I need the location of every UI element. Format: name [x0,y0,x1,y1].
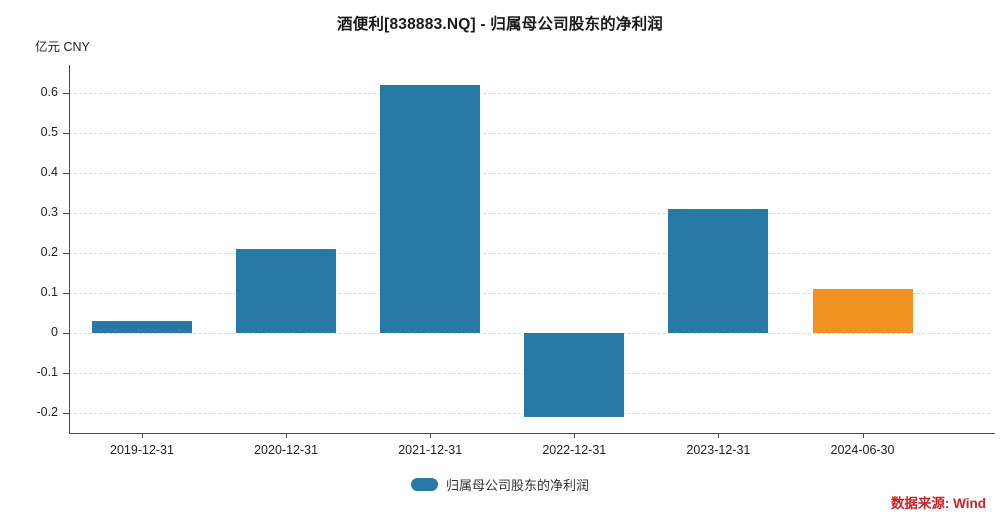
y-axis-tick [63,253,69,254]
y-axis-tick [63,173,69,174]
bar-2020-12-31 [236,249,337,333]
y-axis-tick [63,213,69,214]
x-tick-label: 2020-12-31 [254,443,319,457]
x-tick-label: 2023-12-31 [686,443,751,457]
x-axis-tick [718,433,720,438]
y-tick-label: 0.5 [40,125,58,139]
y-tick-label: 0.3 [40,205,58,219]
bar-2024-06-30 [812,289,913,333]
legend-label: 归属母公司股东的净利润 [445,478,589,493]
gridline [69,213,990,214]
x-axis-tick [574,433,576,438]
x-axis-tick [142,433,143,438]
x-axis-tick [286,433,288,438]
chart-title: 酒便利[838883.NQ] - 归属母公司股东的净利润 [337,16,663,33]
x-tick-label: 2024-06-30 [830,443,895,457]
y-axis-tick [63,133,69,134]
bar-2023-12-31 [668,209,769,333]
y-tick-label: -0.1 [36,365,58,379]
y-tick-label: 0.1 [40,285,58,299]
x-tick-label: 2019-12-31 [110,443,174,457]
y-axis-unit-label: 亿元 CNY [35,40,90,54]
y-tick-label: 0 [51,325,58,339]
y-tick-label: -0.2 [36,405,58,419]
bar-2019-12-31 [92,321,192,333]
gridline [69,133,990,134]
y-axis-tick [63,413,69,414]
bar-2022-12-31 [524,333,625,417]
x-axis-tick [862,433,864,438]
gridline [69,253,990,254]
y-tick-label: 0.2 [40,245,58,259]
data-source-note: 数据来源: Wind [890,496,986,511]
gridline [69,93,990,94]
x-tick-label: 2021-12-31 [398,443,463,457]
x-tick-label: 2022-12-31 [542,443,607,457]
y-axis-tick [63,93,69,94]
y-axis-tick [63,293,69,294]
y-axis-line [69,65,70,433]
legend-swatch-icon [410,478,438,491]
gridline [69,293,990,294]
y-axis-tick [63,333,69,334]
bar-2021-12-31 [380,85,481,333]
gridline [69,173,990,174]
legend: 归属母公司股东的净利润 [0,475,1000,494]
x-axis-line [69,433,995,434]
y-axis-tick [63,373,69,374]
y-tick-label: 0.6 [40,85,58,99]
y-tick-label: 0.4 [40,165,58,179]
x-axis-tick [430,433,432,438]
